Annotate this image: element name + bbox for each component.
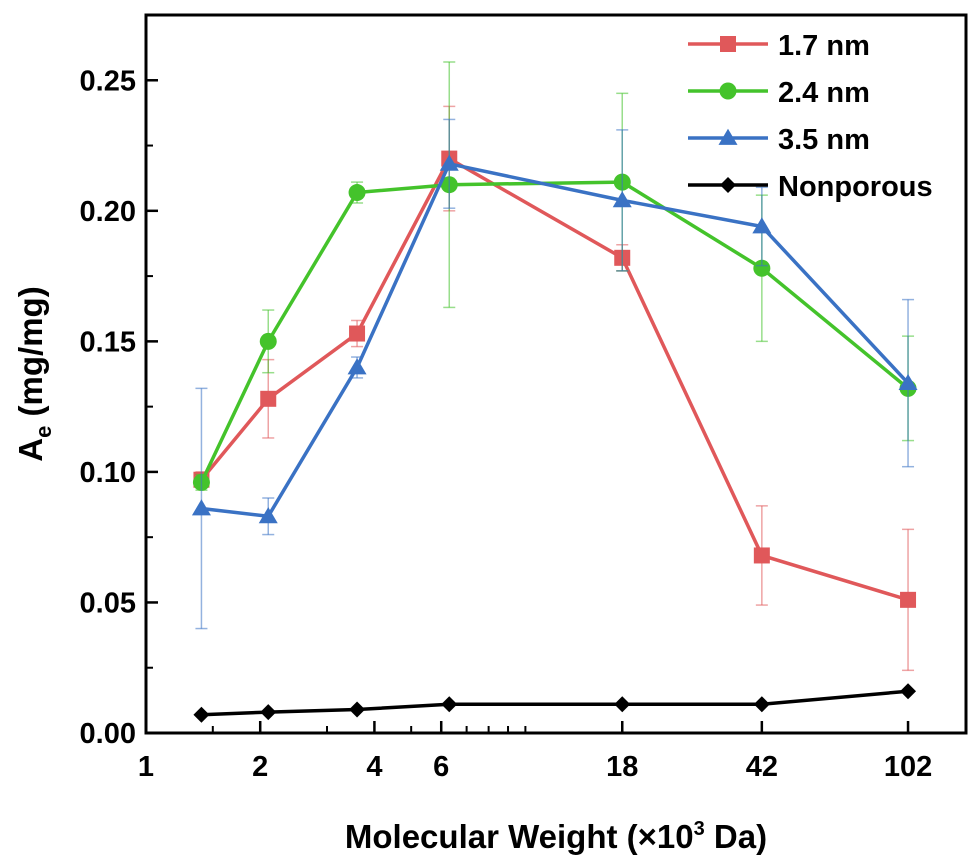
marker-diamond — [349, 701, 366, 718]
marker-circle — [348, 184, 366, 202]
series-3-5-nm — [191, 118, 918, 630]
legend-item: Nonporous — [688, 171, 933, 203]
marker-triangle — [258, 507, 278, 524]
legend-label: 2.4 nm — [778, 77, 870, 109]
y-tick-label: 0.15 — [80, 326, 136, 358]
y-tick-label: 0.10 — [80, 457, 136, 489]
marker-triangle — [898, 373, 918, 391]
tick-labels: 0.00 0.05 0.10 0.15 0.20 0.25 1 2 4 6 18 42 102 — [80, 65, 933, 783]
marker-square — [900, 591, 917, 608]
marker-circle — [259, 332, 277, 350]
marker-circle — [719, 82, 737, 100]
series-line — [201, 162, 910, 519]
marker-triangle — [612, 191, 632, 208]
plot-frame — [144, 13, 968, 735]
legend-label: 3.5 nm — [778, 124, 870, 156]
legend-item: 3.5 nm — [688, 124, 870, 156]
series-layer — [191, 61, 918, 723]
y-axis-title: Ae (mg/mg) — [12, 286, 56, 461]
axis-ticks — [144, 79, 910, 735]
legend-label: Nonporous — [778, 171, 933, 203]
series-line — [201, 689, 909, 717]
legend-item: 2.4 nm — [688, 77, 870, 109]
marker-square — [349, 325, 366, 342]
marker-square — [720, 36, 736, 52]
marker-square — [260, 390, 277, 407]
marker-square — [753, 547, 770, 564]
marker-diamond — [193, 706, 210, 723]
x-axis-title: Molecular Weight (×103 Da) — [345, 818, 767, 855]
x-tick-label: 18 — [606, 751, 638, 783]
marker-diamond — [441, 696, 458, 713]
legend-label: 1.7 nm — [778, 30, 870, 62]
series-line — [200, 156, 909, 602]
marker-circle — [753, 259, 771, 277]
x-tick-label: 4 — [366, 751, 382, 783]
x-tick-label: 42 — [746, 751, 778, 783]
x-tick-label: 6 — [433, 751, 449, 783]
x-tick-label: 2 — [252, 751, 268, 783]
marker-triangle — [191, 499, 211, 516]
marker-triangle — [347, 358, 367, 375]
y-tick-label: 0.20 — [80, 196, 136, 228]
marker-triangle — [752, 217, 772, 234]
marker-diamond — [260, 704, 277, 721]
marker-triangle — [439, 154, 459, 171]
y-tick-label: 0.00 — [80, 718, 136, 750]
series-line — [199, 180, 910, 484]
marker-diamond — [614, 696, 631, 713]
x-tick-label: 1 — [138, 751, 154, 783]
marker-triangle — [718, 128, 738, 145]
x-tick-label: 102 — [884, 751, 932, 783]
series-nonporous — [193, 683, 917, 723]
marker-diamond — [900, 683, 917, 700]
legend: 1.7 nm 2.4 nm 3.5 nm Nonporous — [688, 30, 933, 203]
y-tick-label: 0.05 — [80, 587, 136, 619]
marker-diamond — [753, 696, 770, 713]
marker-diamond — [720, 177, 736, 193]
legend-item: 1.7 nm — [688, 30, 870, 62]
y-tick-label: 0.25 — [80, 65, 136, 97]
